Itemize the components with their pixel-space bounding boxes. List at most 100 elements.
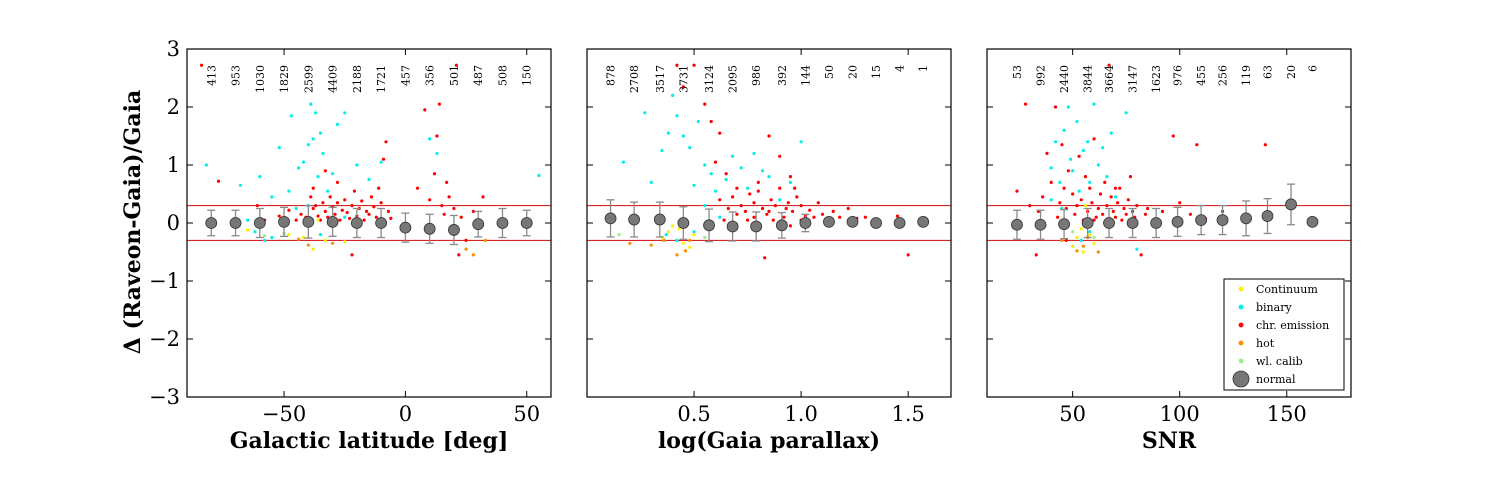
scatter-point-chr-emission (372, 205, 376, 209)
scatter-point-binary (788, 180, 793, 184)
scatter-point-chr-emission (739, 204, 743, 208)
bin-count-label: 3517 (654, 65, 667, 93)
y-tick-label: 2 (167, 95, 180, 119)
scatter-point-binary (1053, 140, 1058, 144)
scatter-point-chr-emission (1015, 189, 1019, 193)
median-point (1171, 215, 1184, 228)
median-point (1195, 214, 1208, 227)
panel-snr: 53 992 2440 3844 3664 3147 1623 976 455 256 119 63 2… (986, 48, 1352, 454)
scatter-point-chr-emission (1034, 253, 1038, 257)
scatter-point-binary (270, 235, 274, 240)
scatter-point-binary (703, 163, 707, 167)
scatter-point-chr-emission (1126, 198, 1130, 202)
scatter-point-binary (1096, 163, 1100, 167)
scatter-point-chr-emission (713, 160, 718, 164)
scatter-point-binary (1066, 105, 1070, 109)
scatter-point-chr-emission (846, 206, 850, 211)
y-tick-label: 3 (167, 37, 180, 61)
scatter-point-chr-emission (808, 208, 812, 212)
scatter-point-chr-emission (675, 63, 679, 67)
bin-count-label: 3731 (677, 65, 690, 93)
scatter-point-chr-emission (335, 180, 340, 184)
bin-count-label: 50 (823, 65, 836, 79)
bin-count-label: 2188 (351, 65, 364, 93)
scatter-point-chr-emission (724, 172, 728, 176)
bin-count-label: 953 (230, 65, 243, 86)
scatter-point-chr-emission (756, 189, 760, 193)
scatter-point-chr-emission (1109, 195, 1113, 199)
median-point (870, 217, 882, 229)
scatter-point-wl-calib (617, 233, 621, 237)
median-point (350, 217, 363, 229)
scatter-point-chr-emission (1060, 143, 1064, 147)
scatter-point-chr-emission (1023, 102, 1028, 106)
scatter-point-chr-emission (277, 214, 281, 218)
scatter-point-chr-emission (328, 195, 332, 199)
median-point (1034, 218, 1047, 231)
median-point (1306, 215, 1319, 228)
scatter-point-continuum (343, 239, 347, 244)
scatter-point-chr-emission (1143, 212, 1148, 216)
scatter-point-chr-emission (767, 134, 771, 138)
scatter-point-binary (660, 148, 664, 153)
scatter-point-binary (316, 175, 320, 179)
scatter-point-continuum (246, 228, 250, 232)
scatter-point-binary (767, 175, 771, 179)
scatter-point-chr-emission (681, 85, 685, 89)
scatter-point-chr-emission (362, 218, 366, 222)
legend-label-wl-calib: wl. calib (1256, 355, 1303, 368)
scatter-point-chr-emission (1263, 143, 1267, 147)
scatter-point-chr-emission (812, 215, 816, 219)
scatter-point-chr-emission (471, 209, 475, 213)
scatter-point-chr-emission (389, 216, 393, 220)
scatter-point-chr-emission (377, 186, 381, 190)
scatter-point-binary (331, 172, 335, 176)
median-point (653, 213, 666, 226)
scatter-point-chr-emission (1028, 204, 1032, 208)
scatter-point-binary (1088, 230, 1092, 234)
scatter-point-chr-emission (255, 204, 259, 208)
scatter-point-chr-emission (432, 172, 437, 176)
scatter-point-binary (745, 186, 750, 190)
scatter-point-binary (1071, 169, 1075, 173)
scatter-point-hot (297, 237, 301, 241)
y-tick-label: 0 (167, 211, 180, 235)
median-point (278, 215, 290, 228)
scatter-point-chr-emission (786, 201, 790, 205)
bin-count-label: 6 (1306, 65, 1319, 72)
scatter-point-binary (1077, 189, 1081, 193)
scatter-point-chr-emission (369, 195, 374, 199)
scatter-point-chr-emission (756, 180, 760, 184)
scatter-point-chr-emission (765, 212, 769, 216)
scatter-point-chr-emission (1045, 151, 1049, 155)
scatter-point-binary (287, 189, 291, 193)
bin-count-label: 878 (605, 65, 618, 86)
median-point (399, 221, 412, 234)
scatter-point-chr-emission (1139, 253, 1143, 257)
x-tick-label: −50 (262, 402, 306, 426)
scatter-point-binary (709, 172, 713, 176)
bin-count-label: 20 (847, 65, 860, 79)
scatter-point-chr-emission (309, 195, 313, 199)
legend-label-chr-emission: chr. emission (1256, 319, 1329, 332)
scatter-point-chr-emission (1079, 198, 1083, 202)
scatter-point-binary (1086, 140, 1090, 144)
bin-count-label: 413 (205, 65, 218, 86)
scatter-point-chr-emission (1103, 180, 1107, 184)
scatter-point-chr-emission (1178, 201, 1182, 205)
scatter-point-continuum (688, 245, 692, 249)
bin-count-label: 455 (1195, 65, 1208, 86)
scatter-point-chr-emission (381, 157, 386, 161)
scatter-point-chr-emission (1111, 209, 1115, 213)
scatter-point-binary (537, 173, 541, 178)
legend-label-continuum: Continuum (1256, 283, 1318, 296)
scatter-point-chr-emission (311, 206, 315, 211)
scatter-point-hot (306, 243, 310, 247)
scatter-point-continuum (311, 247, 315, 251)
scatter-point-binary (703, 204, 707, 208)
scatter-point-chr-emission (379, 201, 383, 205)
median-point (823, 215, 835, 228)
scatter-point-chr-emission (778, 154, 782, 158)
median-point (604, 212, 617, 225)
scatter-point-binary (277, 146, 281, 150)
